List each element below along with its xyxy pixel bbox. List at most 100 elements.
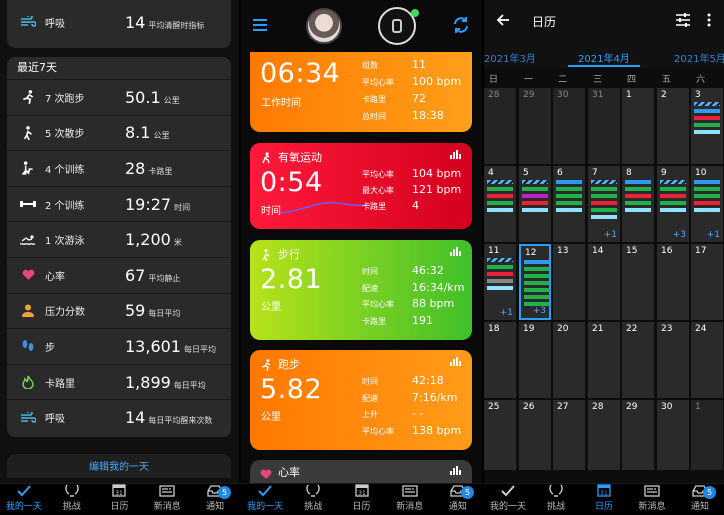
nav-calendar[interactable]: 31 日历 <box>580 484 628 515</box>
day-number: 19 <box>523 324 535 334</box>
tab-prev-month[interactable]: 2021年3月 <box>484 54 536 65</box>
calendar-day-cell[interactable]: 11 +1 <box>484 244 516 320</box>
list-item[interactable]: 4 个训练 28 卡路里 <box>7 150 231 186</box>
calendar-day-cell[interactable]: 30 <box>657 400 689 470</box>
calendar-day-cell[interactable]: 18 <box>484 322 516 398</box>
nav-newsfeed[interactable]: 新消息 <box>386 484 434 515</box>
more-icon[interactable] <box>707 13 711 27</box>
activity-marker <box>694 208 720 212</box>
nav-my-day[interactable]: 我的一天 <box>0 484 48 515</box>
strength-activity-card[interactable]: 06:34 工作时间 组数 11 平均心率 100 bpm 卡路里 72 总时间 18… <box>250 52 472 132</box>
calendar-day-cell[interactable]: 17 <box>691 244 723 320</box>
filter-icon[interactable] <box>675 13 691 27</box>
list-item[interactable]: 2 个训练 19:27 时间 <box>7 185 231 222</box>
calendar-day-cell[interactable]: 4 <box>484 166 516 242</box>
nav-label: 挑战 <box>62 502 81 512</box>
calendar-day-cell[interactable]: 16 <box>657 244 689 320</box>
list-item[interactable]: 7 次跑步 50.1 公里 <box>7 79 231 115</box>
calendar-day-cell[interactable]: 6 <box>553 166 585 242</box>
nav-my-day[interactable]: 我的一天 <box>241 484 289 515</box>
nav-challenges[interactable]: 挑战 <box>48 484 96 515</box>
running-activity-card[interactable]: 跑步 5.82 公里 时间 42:18 配速 7:16/km 上升 - - 平均心率 … <box>250 350 472 450</box>
calendar-day-cell[interactable]: 28 <box>588 400 620 470</box>
list-item[interactable]: 压力分数 59 每日平均 <box>7 292 231 329</box>
nav-calendar[interactable]: 31 日历 <box>96 484 144 515</box>
calendar-day-cell[interactable]: 26 <box>519 400 551 470</box>
calendar-day-cell[interactable]: 19 <box>519 322 551 398</box>
calendar-day-cell[interactable]: 14 <box>588 244 620 320</box>
calendar-day-cell[interactable]: 20 <box>553 322 585 398</box>
calendar-day-cell[interactable]: 1 <box>622 88 654 164</box>
calendar-day-cell[interactable]: 1 <box>691 400 723 470</box>
nav-label: 我的一天 <box>5 502 42 512</box>
tab-current-month[interactable]: 2021年4月 <box>578 54 630 65</box>
day-number: 4 <box>488 168 494 178</box>
tab-next-month[interactable]: 2021年5月 <box>674 54 724 65</box>
calendar-day-cell[interactable]: 25 <box>484 400 516 470</box>
calendar-day-cell[interactable]: 8 <box>622 166 654 242</box>
calendar-day-cell[interactable]: 29 <box>519 88 551 164</box>
bottom-nav: 我的一天 挑战 31 日历 新消息 通知 5 <box>241 483 482 515</box>
nav-challenges[interactable]: 挑战 <box>532 484 580 515</box>
card-big-value: 5.82 <box>260 374 323 405</box>
calendar-day-cell[interactable]: 5 <box>519 166 551 242</box>
calendar-day-cell[interactable]: 15 <box>622 244 654 320</box>
calendar-day-cell[interactable]: 12 +3 <box>519 244 551 320</box>
calendar-day-cell[interactable]: 2 <box>657 88 689 164</box>
list-item[interactable]: 呼吸 14 平均清醒时指标 <box>7 0 231 44</box>
weekday-label: 一 <box>524 75 534 85</box>
edit-my-day-link[interactable]: 编辑我的一天 <box>7 454 231 478</box>
cardio-icon <box>260 149 272 164</box>
list-item[interactable]: 心率 67 平均静止 <box>7 256 231 293</box>
calendar-day-cell[interactable]: 31 <box>588 88 620 164</box>
more-activities-label: +1 <box>706 230 720 240</box>
nav-my-day[interactable]: 我的一天 <box>484 484 532 515</box>
nav-calendar[interactable]: 31 日历 <box>337 484 385 515</box>
calendar-day-cell[interactable]: 28 <box>484 88 516 164</box>
list-item[interactable]: 5 次散步 8.1 公里 <box>7 114 231 151</box>
nav-newsfeed[interactable]: 新消息 <box>628 484 676 515</box>
calendar-day-cell[interactable]: 24 <box>691 322 723 398</box>
calendar-day-cell[interactable]: 22 <box>622 322 654 398</box>
nav-challenges[interactable]: 挑战 <box>289 484 337 515</box>
activity-marker <box>487 187 513 191</box>
breath-icon <box>17 14 39 30</box>
row-label: 步 <box>45 342 55 354</box>
day-number: 5 <box>523 168 529 178</box>
calendar-day-cell[interactable]: 13 <box>553 244 585 320</box>
menu-icon[interactable] <box>253 19 267 31</box>
notification-badge: 5 <box>703 486 716 499</box>
calendar-day-cell[interactable]: 30 <box>553 88 585 164</box>
breath-summary-card[interactable]: 呼吸 14 平均清醒时指标 <box>7 0 231 48</box>
walking-activity-card[interactable]: 步行 2.81 公里 时间 46:32 配速 16:34/km 平均心率 88 bp… <box>250 240 472 340</box>
calendar-day-cell[interactable]: 3 <box>691 88 723 164</box>
calendar-day-cell[interactable]: 29 <box>622 400 654 470</box>
list-item[interactable]: 卡路里 1,899 每日平均 <box>7 363 231 400</box>
nav-label: 日历 <box>110 502 129 512</box>
day-number: 26 <box>523 402 535 412</box>
calendar-day-cell[interactable]: 21 <box>588 322 620 398</box>
watch-icon[interactable] <box>378 7 416 45</box>
nav-newsfeed[interactable]: 新消息 <box>143 484 191 515</box>
list-item[interactable]: 步 13,601 每日平均 <box>7 328 231 364</box>
running-icon <box>17 89 39 105</box>
calendar-day-cell[interactable]: 27 <box>553 400 585 470</box>
calendar-day-cell[interactable]: 9 +3 <box>657 166 689 242</box>
weekday-label: 二 <box>558 75 568 85</box>
avatar[interactable] <box>306 8 342 44</box>
list-item[interactable]: 呼吸 14 每日平均醒来次数 <box>7 399 231 435</box>
calendar-day-cell[interactable]: 23 <box>657 322 689 398</box>
cardio-activity-card[interactable]: 有氧运动 0:54 时间 平均心率 104 bpm 最大心率 121 bpm 卡路里… <box>250 143 472 229</box>
stat-value: 104 bpm <box>412 167 462 180</box>
sync-icon[interactable] <box>452 16 470 34</box>
swimming-icon <box>17 232 39 248</box>
nav-notifications[interactable]: 通知 5 <box>434 484 482 515</box>
list-item[interactable]: 1 次游泳 1,200 米 <box>7 221 231 257</box>
nav-notifications[interactable]: 通知 5 <box>191 484 239 515</box>
calendar-day-cell[interactable]: 7 +1 <box>588 166 620 242</box>
activity-marker <box>522 208 548 212</box>
back-arrow-icon[interactable] <box>496 13 510 27</box>
calendar-day-cell[interactable]: 10 +1 <box>691 166 723 242</box>
activity-marker <box>487 279 513 283</box>
nav-notifications[interactable]: 通知 5 <box>676 484 724 515</box>
